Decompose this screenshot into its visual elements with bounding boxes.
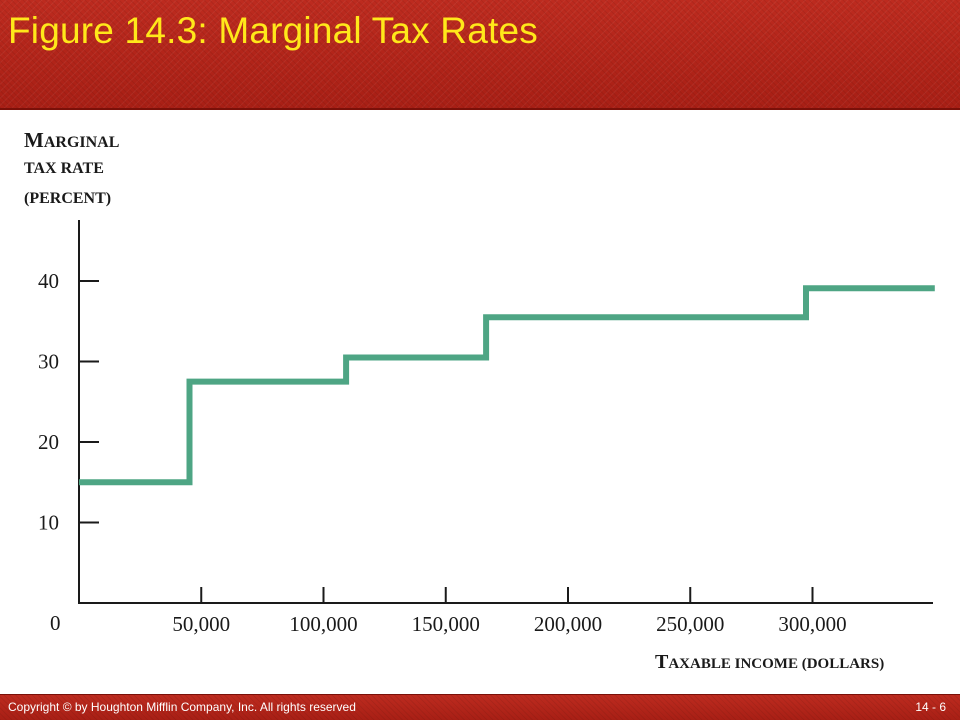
y-tick-label: 20 — [38, 430, 59, 454]
slide-title: Figure 14.3: Marginal Tax Rates — [8, 10, 538, 51]
slide-header: Figure 14.3: Marginal Tax Rates — [0, 0, 960, 110]
origin-label: 0 — [50, 611, 61, 635]
x-axis-title: TAXABLE INCOME (DOLLARS) — [655, 651, 884, 673]
y-axis-title-line-2: TAX RATE — [24, 160, 104, 177]
y-axis-title-line-1: MARGINAL — [24, 128, 119, 152]
x-tick-label: 100,000 — [289, 612, 357, 636]
y-ticks: 10 20 30 40 — [38, 269, 99, 535]
copyright-text: Copyright © by Houghton Mifflin Company,… — [8, 700, 356, 714]
marginal-tax-chart: MARGINAL TAX RATE (PERCENT) 10 20 30 40 50,… — [24, 128, 935, 673]
x-ticks: 50,000 100,000 150,000 200,000 250,000 300,00… — [172, 587, 847, 636]
x-tick-label: 200,000 — [534, 612, 602, 636]
x-tick-label: 250,000 — [656, 612, 724, 636]
x-tick-label: 300,000 — [778, 612, 846, 636]
y-tick-label: 40 — [38, 269, 59, 293]
x-tick-label: 150,000 — [412, 612, 480, 636]
slide-footer: Copyright © by Houghton Mifflin Company,… — [0, 694, 960, 720]
y-axis-title-line-3: (PERCENT) — [24, 190, 111, 207]
slide-number: 14 - 6 — [915, 700, 946, 714]
y-tick-label: 30 — [38, 350, 59, 374]
marginal-rate-step-line — [79, 285, 935, 486]
y-tick-label: 10 — [38, 511, 59, 535]
x-tick-label: 50,000 — [172, 612, 230, 636]
